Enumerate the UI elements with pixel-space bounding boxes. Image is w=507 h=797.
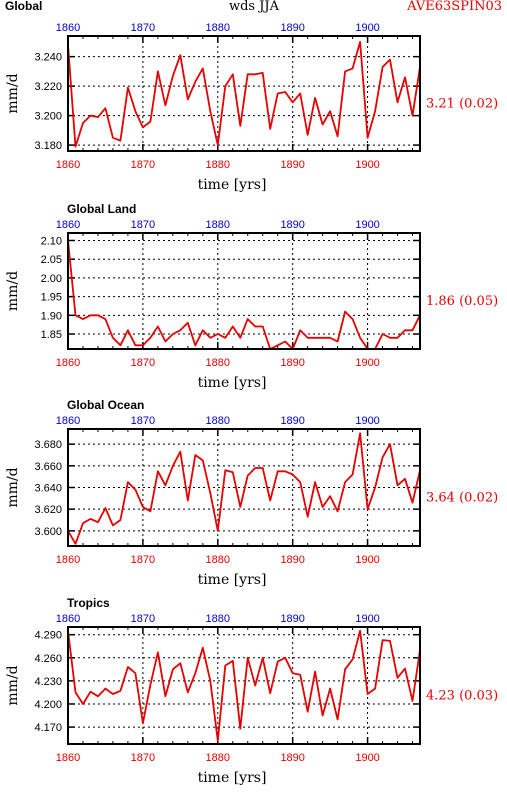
x-tick-label-bottom: 1890 — [280, 752, 304, 764]
y-tick-label: 3.660 — [34, 461, 62, 473]
panels: 1860 1860 1870 1870 1880 1880 1890 1890 1900 1900… — [5, 22, 498, 786]
x-tick-label-top: 1870 — [131, 219, 155, 231]
x-tick-label-bottom: 1900 — [355, 554, 379, 566]
x-tick-label-bottom: 1860 — [56, 752, 80, 764]
x-axis-label: time [yrs] — [198, 572, 267, 588]
x-tick-label-top: 1870 — [131, 22, 155, 34]
panel-title-global-land: Global Land — [67, 202, 136, 216]
y-tick-label: 2.10 — [41, 235, 62, 247]
y-tick-label: 3.680 — [34, 439, 62, 451]
y-tick-label: 4.290 — [34, 630, 62, 642]
x-tick-label-bottom: 1890 — [280, 357, 304, 369]
panel-title-global-ocean: Global Ocean — [67, 398, 144, 412]
x-tick-label-bottom: 1870 — [131, 357, 155, 369]
x-tick-label-top: 1900 — [355, 219, 379, 231]
panel-0: 1860 1860 1870 1870 1880 1880 1890 1890 1900 1900… — [5, 22, 498, 193]
y-tick-label: 3.640 — [34, 483, 62, 495]
panel-title-tropics: Tropics — [67, 596, 110, 610]
stat-label: 3.21 (0.02) — [426, 97, 498, 112]
x-tick-label-top: 1900 — [355, 415, 379, 427]
plot-frame — [67, 232, 421, 350]
y-axis-label: mm/d — [5, 271, 21, 311]
x-tick-label-top: 1860 — [56, 22, 80, 34]
y-tick-label: 3.220 — [34, 81, 62, 93]
panel-2: 1860 1860 1870 1870 1880 1880 1890 1890 1900 1900… — [5, 415, 498, 588]
x-tick-label-bottom: 1900 — [355, 752, 379, 764]
series-line — [67, 629, 421, 742]
x-tick-label-top: 1870 — [131, 613, 155, 625]
x-tick-label-bottom: 1880 — [206, 752, 230, 764]
x-tick-label-top: 1870 — [131, 415, 155, 427]
x-tick-label-bottom: 1890 — [280, 554, 304, 566]
x-tick-label-bottom: 1880 — [206, 554, 230, 566]
series-line — [67, 41, 421, 148]
series-line — [67, 432, 421, 545]
x-tick-label-bottom: 1870 — [131, 554, 155, 566]
x-tick-label-top: 1900 — [355, 22, 379, 34]
y-tick-label: 3.600 — [34, 526, 62, 538]
x-tick-label-top: 1890 — [280, 415, 304, 427]
plot-frame — [67, 428, 421, 547]
x-tick-label-bottom: 1900 — [355, 357, 379, 369]
x-tick-label-bottom: 1900 — [355, 159, 379, 171]
x-tick-label-top: 1890 — [280, 22, 304, 34]
series-line — [67, 240, 421, 350]
stat-label: 1.86 (0.05) — [426, 294, 498, 309]
x-tick-label-top: 1880 — [206, 613, 230, 625]
panel-3: 1860 1860 1870 1870 1880 1880 1890 1890 1900 1900… — [5, 613, 498, 786]
y-tick-label: 4.260 — [34, 653, 62, 665]
header-center: wds JJA — [229, 0, 280, 14]
y-tick-label: 2.05 — [41, 254, 62, 266]
y-tick-label: 3.620 — [34, 504, 62, 516]
y-tick-label: 4.170 — [34, 722, 62, 734]
x-tick-label-top: 1880 — [206, 415, 230, 427]
x-tick-label-top: 1860 — [56, 415, 80, 427]
x-axis-label: time [yrs] — [198, 375, 267, 391]
y-tick-label: 3.200 — [34, 111, 62, 123]
x-axis-label: time [yrs] — [198, 177, 267, 193]
panel-1: 1860 1860 1870 1870 1880 1880 1890 1890 1900 1900… — [5, 219, 498, 391]
x-tick-label-top: 1880 — [206, 22, 230, 34]
y-tick-label: 4.230 — [34, 676, 62, 688]
x-tick-label-top: 1890 — [280, 613, 304, 625]
y-axis-label: mm/d — [5, 73, 21, 113]
y-tick-label: 4.200 — [34, 699, 62, 711]
plot-frame — [67, 35, 421, 152]
x-tick-label-bottom: 1880 — [206, 357, 230, 369]
x-tick-label-bottom: 1860 — [56, 554, 80, 566]
x-tick-label-top: 1890 — [280, 219, 304, 231]
y-tick-label: 1.95 — [41, 292, 62, 304]
y-tick-label: 1.90 — [41, 310, 62, 322]
x-tick-label-bottom: 1860 — [56, 159, 80, 171]
stat-label: 4.23 (0.03) — [426, 689, 498, 704]
x-axis-label: time [yrs] — [198, 770, 267, 786]
y-tick-label: 1.85 — [41, 329, 62, 341]
panel-title-global: Global — [5, 0, 42, 13]
x-tick-label-top: 1880 — [206, 219, 230, 231]
x-tick-label-top: 1900 — [355, 613, 379, 625]
plot-frame — [67, 626, 421, 745]
y-tick-label: 3.240 — [34, 52, 62, 64]
y-axis-label: mm/d — [5, 467, 21, 507]
x-tick-label-bottom: 1870 — [131, 159, 155, 171]
y-axis-label: mm/d — [5, 665, 21, 705]
x-tick-label-bottom: 1860 — [56, 357, 80, 369]
header-right: AVE63SPIN03 — [406, 0, 502, 14]
y-tick-label: 3.180 — [34, 140, 62, 152]
stat-label: 3.64 (0.02) — [426, 491, 498, 506]
x-tick-label-bottom: 1880 — [206, 159, 230, 171]
x-tick-label-bottom: 1890 — [280, 159, 304, 171]
x-tick-label-top: 1860 — [56, 613, 80, 625]
x-tick-label-bottom: 1870 — [131, 752, 155, 764]
x-tick-label-top: 1860 — [56, 219, 80, 231]
y-tick-label: 2.00 — [41, 273, 62, 285]
